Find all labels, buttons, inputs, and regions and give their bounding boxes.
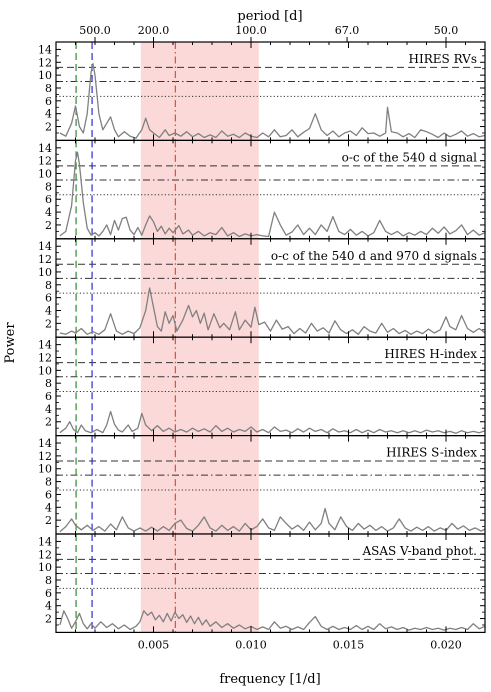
y-tick-label: 6 xyxy=(45,193,52,206)
y-tick-label: 10 xyxy=(38,69,52,82)
period-tick-label: 500.0 xyxy=(79,24,111,37)
y-tick-label: 10 xyxy=(38,561,52,574)
panel-title: HIRES S-index xyxy=(386,446,477,460)
x-tick-label: 0.015 xyxy=(333,638,365,651)
y-tick-label: 6 xyxy=(45,390,52,403)
y-tick-label: 2 xyxy=(45,317,52,330)
shaded-band xyxy=(140,140,259,239)
y-tick-label: 12 xyxy=(38,253,52,266)
y-tick-label: 12 xyxy=(38,351,52,364)
y-tick-label: 8 xyxy=(45,82,52,95)
period-tick-label: 50.0 xyxy=(434,24,459,37)
x-tick-label: 0.005 xyxy=(138,638,170,651)
y-tick-label: 6 xyxy=(45,488,52,501)
y-tick-label: 4 xyxy=(45,108,52,121)
period-tick-label: 67.0 xyxy=(335,24,360,37)
x-tick-label: 0.020 xyxy=(430,638,462,651)
y-tick-label: 14 xyxy=(38,339,52,352)
y-tick-label: 6 xyxy=(45,95,52,108)
y-tick-label: 6 xyxy=(45,292,52,305)
y-tick-label: 4 xyxy=(45,304,52,317)
y-tick-label: 2 xyxy=(45,613,52,626)
y-tick-label: 14 xyxy=(38,142,52,155)
y-tick-label: 8 xyxy=(45,279,52,292)
period-tick-label: 100.0 xyxy=(235,24,267,37)
periodogram-line xyxy=(59,62,485,139)
shaded-band xyxy=(140,42,259,141)
y-axis-label: Power xyxy=(3,322,18,364)
shaded-band xyxy=(140,435,259,534)
y-tick-label: 2 xyxy=(45,121,52,134)
y-tick-label: 14 xyxy=(38,437,52,450)
period-tick-label: 200.0 xyxy=(138,24,170,37)
y-tick-label: 14 xyxy=(38,43,52,56)
y-tick-label: 4 xyxy=(45,403,52,416)
periodogram-line xyxy=(59,287,485,335)
y-tick-label: 2 xyxy=(45,514,52,527)
y-tick-label: 10 xyxy=(38,463,52,476)
y-tick-label: 10 xyxy=(38,266,52,279)
periodogram-line xyxy=(59,410,485,434)
panel-title: ASAS V-band phot. xyxy=(361,544,477,558)
panel-title: HIRES H-index xyxy=(384,347,477,361)
x-tick-label: 0.010 xyxy=(235,638,267,651)
periodogram-line xyxy=(59,507,485,533)
panel-title: o-c of the 540 d signal xyxy=(342,150,478,164)
y-tick-label: 8 xyxy=(45,476,52,489)
y-tick-label: 12 xyxy=(38,155,52,168)
y-tick-label: 12 xyxy=(38,56,52,69)
y-tick-label: 8 xyxy=(45,377,52,390)
y-tick-label: 10 xyxy=(38,168,52,181)
y-tick-label: 4 xyxy=(45,600,52,613)
y-tick-label: 2 xyxy=(45,219,52,232)
panel-title: o-c of the 540 d and 970 d signals xyxy=(271,249,477,263)
shaded-band xyxy=(140,534,259,633)
y-tick-label: 10 xyxy=(38,364,52,377)
y-tick-label: 4 xyxy=(45,206,52,219)
shaded-band xyxy=(140,337,259,436)
periodogram-line xyxy=(59,610,485,631)
top-axis-label: period [d] xyxy=(237,9,302,24)
y-tick-label: 12 xyxy=(38,450,52,463)
y-tick-label: 8 xyxy=(45,180,52,193)
x-axis-label: frequency [1/d] xyxy=(219,672,320,687)
y-tick-label: 14 xyxy=(38,535,52,548)
y-tick-label: 4 xyxy=(45,501,52,514)
panel-title: HIRES RVs xyxy=(409,52,477,66)
y-tick-label: 6 xyxy=(45,587,52,600)
y-tick-label: 8 xyxy=(45,574,52,587)
periodogram-line xyxy=(59,151,485,238)
y-tick-label: 2 xyxy=(45,416,52,429)
y-tick-label: 14 xyxy=(38,240,52,253)
y-tick-label: 12 xyxy=(38,548,52,561)
